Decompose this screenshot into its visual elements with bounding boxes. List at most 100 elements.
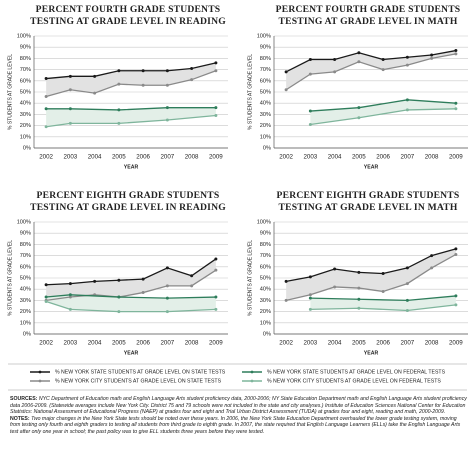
legend-label: % NEW YORK CITY STUDENTS AT GRADE LEVEL … bbox=[267, 378, 441, 384]
data-point bbox=[141, 69, 145, 73]
series-line bbox=[45, 70, 217, 98]
y-tick-label: 50% bbox=[20, 275, 31, 281]
y-tick-label: 40% bbox=[260, 101, 271, 107]
y-tick-label: 70% bbox=[20, 253, 31, 259]
data-point bbox=[214, 106, 218, 110]
data-point bbox=[357, 286, 361, 290]
data-point bbox=[357, 116, 361, 120]
data-point bbox=[333, 267, 337, 271]
data-point bbox=[430, 56, 434, 60]
series-line bbox=[285, 49, 456, 73]
series-line bbox=[46, 62, 217, 80]
y-tick-label: 40% bbox=[20, 101, 31, 107]
data-point bbox=[405, 63, 409, 67]
x-tick-label: 2003 bbox=[63, 154, 77, 161]
data-point bbox=[68, 307, 72, 311]
data-point bbox=[165, 83, 169, 87]
series-line bbox=[310, 304, 456, 312]
data-point bbox=[214, 61, 218, 65]
data-point bbox=[165, 69, 169, 73]
y-tick-label: 20% bbox=[20, 123, 31, 129]
y-tick-label: 40% bbox=[20, 287, 31, 293]
data-point bbox=[165, 296, 169, 300]
data-point bbox=[117, 69, 121, 73]
y-tick-label: 60% bbox=[20, 78, 31, 84]
chart-title: TESTING AT GRADE LEVEL IN READING bbox=[30, 202, 226, 213]
footer: SOURCES: NYC Department of Education mat… bbox=[10, 396, 468, 436]
y-tick-label: 90% bbox=[20, 45, 31, 51]
data-point bbox=[405, 55, 409, 59]
data-point bbox=[430, 266, 434, 270]
data-point bbox=[308, 296, 312, 300]
x-tick-label: 2006 bbox=[136, 154, 150, 161]
x-tick-label: 2004 bbox=[328, 154, 342, 161]
x-tick-label: 2006 bbox=[376, 340, 390, 347]
data-point bbox=[190, 78, 194, 82]
x-tick-label: 2004 bbox=[88, 154, 102, 161]
chart-title: TESTING AT GRADE LEVEL IN MATH bbox=[279, 202, 458, 213]
data-point bbox=[405, 98, 409, 102]
y-tick-label: 80% bbox=[260, 56, 271, 62]
x-axis-label: YEAR bbox=[364, 350, 379, 356]
data-point bbox=[405, 308, 409, 312]
notes-label: NOTES: bbox=[10, 415, 30, 422]
data-point bbox=[405, 298, 409, 302]
y-tick-label: 80% bbox=[20, 56, 31, 62]
data-point bbox=[214, 69, 218, 73]
y-tick-label: 80% bbox=[20, 242, 31, 248]
y-tick-label: 80% bbox=[260, 242, 271, 248]
data-point bbox=[454, 107, 458, 111]
data-point bbox=[454, 303, 458, 307]
data-point bbox=[357, 106, 361, 110]
y-tick-label: 20% bbox=[20, 309, 31, 315]
data-point bbox=[165, 266, 169, 270]
y-tick-label: 10% bbox=[20, 134, 31, 140]
data-point bbox=[381, 58, 385, 62]
y-tick-label: 50% bbox=[260, 275, 271, 281]
data-point bbox=[117, 121, 121, 125]
data-point bbox=[308, 72, 312, 76]
data-point bbox=[454, 247, 458, 251]
sources-label: SOURCES: bbox=[10, 396, 38, 402]
y-tick-label: 40% bbox=[260, 287, 271, 293]
x-tick-label: 2004 bbox=[328, 340, 342, 347]
data-point bbox=[141, 277, 145, 281]
y-tick-label: 60% bbox=[260, 264, 271, 270]
data-point bbox=[308, 109, 312, 113]
data-point bbox=[284, 88, 288, 92]
data-point bbox=[68, 107, 72, 111]
data-point bbox=[44, 94, 48, 98]
data-point bbox=[68, 282, 72, 286]
series-line bbox=[310, 108, 456, 126]
series-line bbox=[46, 258, 217, 286]
legend-label: % NEW YORK CITY STUDENTS AT GRADE LEVEL … bbox=[55, 378, 222, 384]
data-point bbox=[214, 114, 218, 118]
x-tick-label: 2009 bbox=[449, 154, 463, 161]
y-axis-label: % STUDENTS AT GRADE LEVEL bbox=[7, 240, 13, 316]
data-point bbox=[308, 275, 312, 279]
data-point bbox=[165, 284, 169, 288]
x-tick-label: 2005 bbox=[352, 340, 366, 347]
series-line bbox=[285, 253, 457, 302]
data-point bbox=[44, 125, 48, 129]
data-point bbox=[308, 293, 312, 297]
data-point bbox=[357, 60, 361, 64]
data-point bbox=[333, 58, 337, 62]
x-tick-label: 2006 bbox=[136, 340, 150, 347]
series-line bbox=[310, 99, 456, 112]
data-point bbox=[405, 282, 409, 286]
data-point bbox=[454, 101, 458, 105]
y-axis-label: % STUDENTS AT GRADE LEVEL bbox=[247, 240, 253, 316]
x-tick-label: 2008 bbox=[185, 154, 199, 161]
y-tick-label: 70% bbox=[260, 67, 271, 73]
x-tick-label: 2005 bbox=[112, 154, 126, 161]
x-tick-label: 2003 bbox=[63, 340, 77, 347]
data-point bbox=[165, 310, 169, 314]
data-point bbox=[381, 289, 385, 293]
y-tick-label: 50% bbox=[20, 89, 31, 95]
y-tick-label: 0% bbox=[23, 331, 31, 337]
x-tick-label: 2003 bbox=[303, 154, 317, 161]
x-axis-label: YEAR bbox=[364, 164, 379, 170]
